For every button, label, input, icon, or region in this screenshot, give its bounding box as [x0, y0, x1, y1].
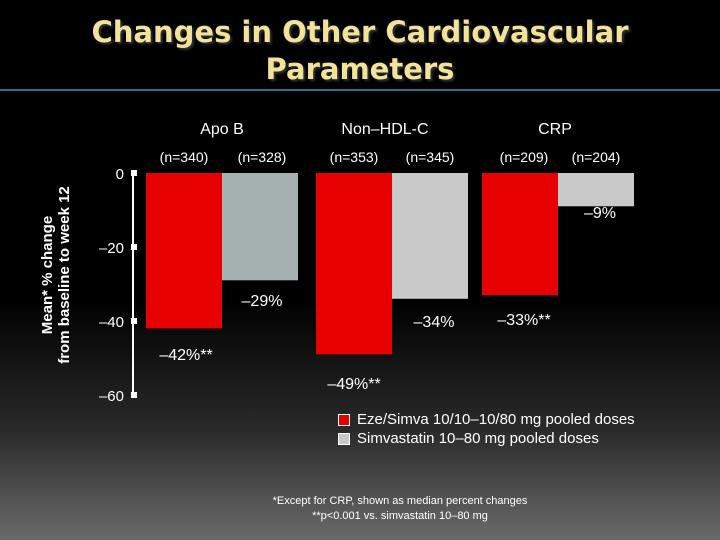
- y-tick-mark: [131, 392, 137, 398]
- footnote-median: *Except for CRP, shown as median percent…: [272, 495, 528, 507]
- data-label: –33%**: [497, 312, 550, 329]
- legend-item-simva: Simvastatin 10–80 mg pooled doses: [338, 429, 635, 448]
- y-tick-label: –20: [99, 240, 124, 257]
- data-label: –49%**: [327, 376, 380, 393]
- data-label: –34%: [414, 314, 455, 331]
- y-tick-mark: [131, 318, 137, 324]
- slide-title: Changes in Other Cardiovascular Paramete…: [0, 14, 720, 88]
- bar-eze-simva: [146, 173, 222, 329]
- bar-simvastatin: [392, 173, 468, 299]
- n-label: (n=328): [238, 149, 287, 165]
- y-tick-label: –40: [99, 314, 124, 331]
- legend-swatch-simva: [338, 432, 350, 445]
- n-label: (n=209): [500, 149, 549, 165]
- y-tick-mark: [131, 170, 137, 176]
- category-label: Non–HDL-C: [341, 121, 428, 138]
- bar-eze-simva: [482, 173, 558, 296]
- category-label: CRP: [538, 121, 572, 138]
- legend-item-eze: Eze/Simva 10/10–10/80 mg pooled doses: [338, 410, 635, 429]
- title-divider: [0, 89, 720, 91]
- n-label: (n=204): [572, 149, 621, 165]
- title-line-1: Changes in Other Cardiovascular: [91, 15, 629, 49]
- y-tick-label: –60: [99, 388, 124, 405]
- n-label: (n=345): [406, 149, 455, 165]
- data-label: –42%**: [159, 347, 212, 364]
- title-line-2: Parameters: [265, 52, 455, 86]
- bar-eze-simva: [316, 173, 392, 355]
- legend-label-simva: Simvastatin 10–80 mg pooled doses: [357, 430, 599, 447]
- bar-simvastatin: [222, 173, 298, 281]
- y-tick-label: 0: [116, 166, 124, 183]
- footnotes: *Except for CRP, shown as median percent…: [180, 494, 620, 524]
- n-label: (n=353): [330, 149, 379, 165]
- footnote-pvalue: **p<0.001 vs. simvastatin 10–80 mg: [312, 510, 488, 522]
- data-label: –9%: [584, 205, 616, 222]
- legend: Eze/Simva 10/10–10/80 mg pooled doses Si…: [338, 410, 635, 448]
- bar-simvastatin: [558, 173, 634, 207]
- legend-label-eze: Eze/Simva 10/10–10/80 mg pooled doses: [357, 411, 635, 428]
- category-label: Apo B: [200, 121, 244, 138]
- data-label: –29%: [242, 293, 283, 310]
- y-tick-mark: [131, 244, 137, 250]
- n-label: (n=340): [160, 149, 209, 165]
- legend-swatch-eze: [338, 413, 350, 426]
